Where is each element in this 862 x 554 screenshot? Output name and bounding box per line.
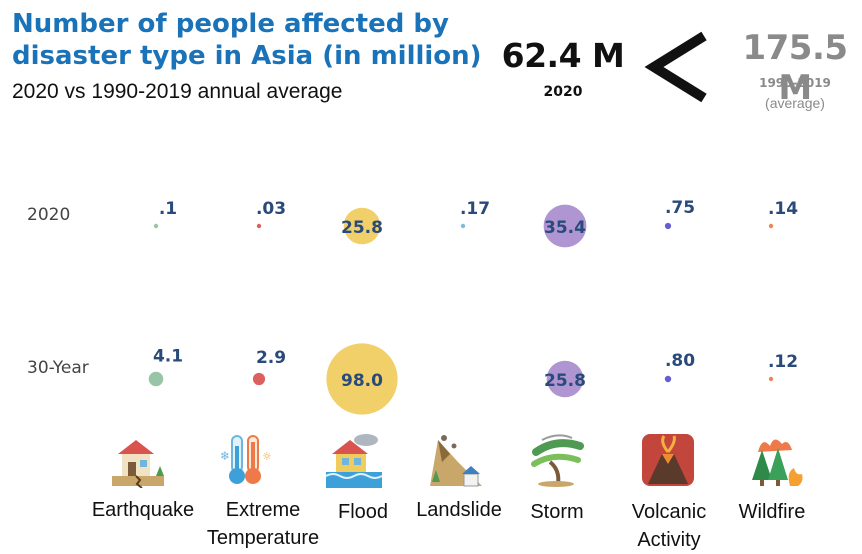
svg-text:☼: ☼ [262,450,272,463]
chart-title-line-1: Number of people affected by [12,9,449,39]
bubble-volcanic-activity-30-year [664,375,672,383]
data-label: .80 [665,351,695,371]
landslide-icon [430,435,482,487]
data-label: .12 [768,352,798,372]
svg-text:❄: ❄ [220,449,230,463]
data-label: .1 [159,199,177,219]
category-label-line: Flood [337,501,389,523]
data-label: 4.1 [153,347,183,367]
row-label: 30-Year [27,358,89,378]
wildfire-icon [752,439,803,486]
category-label-line: Storm [530,501,584,523]
category-label-landslide: Landslide [399,496,519,524]
category-label-volcanic-activity: Volcanic Activity [609,498,729,554]
total-2020-label: 2020 [543,84,583,100]
data-label: 98.0 [341,371,383,391]
bubble-storm-2020 [543,204,587,248]
data-label: .75 [665,198,695,218]
bubble-extreme-temperature-2020 [256,223,262,229]
data-label: .14 [768,199,798,219]
category-label-extreme-temperature: Extreme Temperature [203,496,323,552]
data-label: 25.8 [341,218,383,238]
volcanic-activity-icon [642,434,694,486]
category-label-line: Extreme [225,499,301,521]
category-label-line: Activity [637,529,701,551]
row-label: 2020 [27,205,70,225]
chart-title-line-2: disaster type in Asia (in million) [12,41,482,71]
chart-subtitle: 2020 vs 1990-2019 annual average [12,80,343,103]
category-label-line: Landslide [416,499,502,521]
total-2020-value: 62.4 M [501,36,625,75]
category-label-earthquake: Earthquake [83,496,203,524]
category-label-flood: Flood [303,498,423,526]
bubble-flood-30-year [326,343,398,415]
category-label-storm: Storm [497,498,617,526]
bubble-volcanic-activity-2020 [664,222,672,230]
flood-icon [326,434,382,488]
data-label: 25.8 [544,371,586,391]
bubble-earthquake-30-year [148,371,164,387]
data-label: 35.4 [544,218,586,238]
bubble-flood-2020 [343,207,381,245]
bubble-earthquake-2020 [153,223,159,229]
data-label: .17 [460,199,490,219]
bubble-landslide-2020 [460,223,466,229]
data-label: .03 [256,199,286,219]
total-average-sublabel: (average) [765,95,825,111]
category-label-line: Earthquake [91,499,195,521]
total-average-value: 175.5 M [742,28,848,108]
extreme-temperature-icon: ❄ ☼ [220,435,272,484]
bubble-wildfire-30-year [768,376,774,382]
bubble-extreme-temperature-30-year [252,372,266,386]
less-than-symbol [644,31,707,103]
total-average-label: 1990-2019 [759,76,831,90]
chart-title: Number of people affected by disaster ty… [12,8,482,72]
category-label-wildfire: Wildfire [712,498,832,526]
category-label-line: Volcanic [631,501,707,523]
bubble-wildfire-2020 [768,223,774,229]
storm-icon [531,434,584,487]
category-label-line: Wildfire [738,501,806,523]
category-label-line: Temperature [206,527,320,549]
earthquake-icon [112,440,164,488]
bubble-storm-30-year [546,360,584,398]
data-label: 2.9 [256,348,286,368]
